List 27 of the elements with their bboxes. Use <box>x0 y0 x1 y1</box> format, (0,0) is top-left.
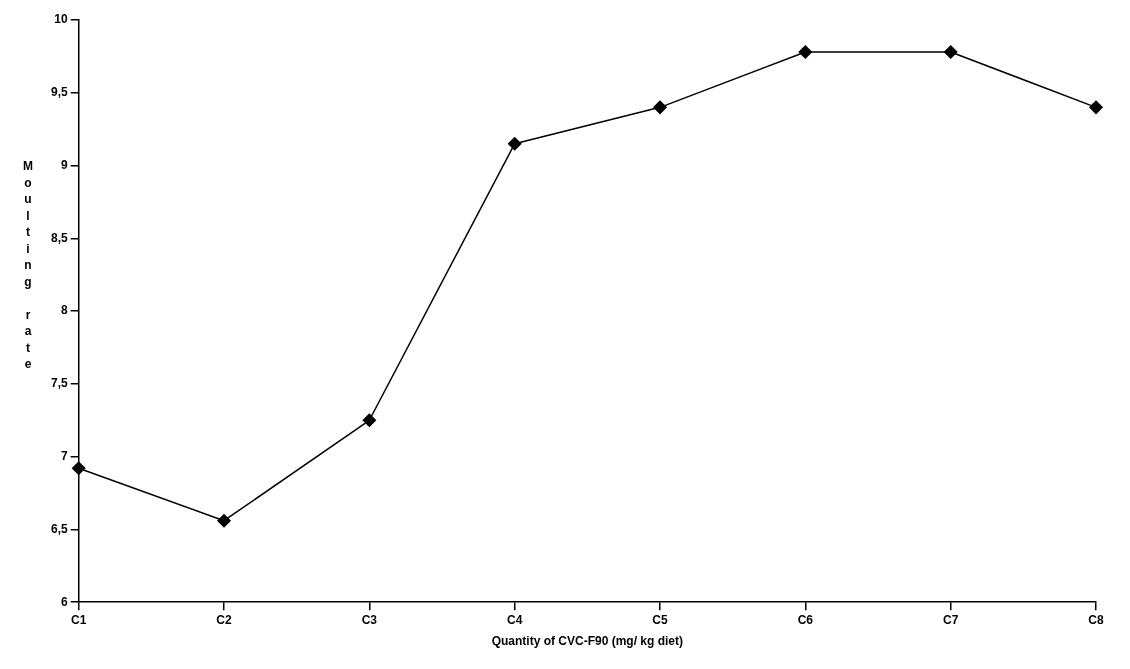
point <box>507 136 522 151</box>
point <box>798 45 813 59</box>
x-axis-title: Quantity of CVC-F90 (mg/ kg diet) <box>491 634 684 649</box>
y-tick-label: 6 <box>60 594 68 609</box>
y-tick-label: 6,5 <box>50 521 68 536</box>
y-tick-label: 9,5 <box>50 85 68 100</box>
y-tick-label: 8,5 <box>50 230 68 245</box>
x-tick-label: C2 <box>216 612 233 627</box>
text: Moulting rate <box>23 159 33 371</box>
point <box>217 513 231 528</box>
y-tick-label: 9 <box>60 157 68 172</box>
point <box>362 413 377 428</box>
x-tick-label: C4 <box>507 612 523 627</box>
y-tick-label: 8 <box>60 303 68 318</box>
point <box>943 45 958 59</box>
y-tick-label: 7 <box>60 448 68 463</box>
x-tick-label: C1 <box>71 612 87 627</box>
point <box>653 100 667 115</box>
y-tick-label: 7,5 <box>50 376 68 391</box>
x-tick-label: C7 <box>943 612 959 627</box>
x-tick-label: C5 <box>652 612 668 627</box>
y-tick-label: 10 <box>54 12 68 27</box>
x-tick-label: C6 <box>797 612 814 627</box>
point <box>71 461 86 476</box>
x-tick-label: C3 <box>361 612 378 627</box>
x-tick-label: C8 <box>1088 612 1104 627</box>
point <box>1089 100 1103 115</box>
